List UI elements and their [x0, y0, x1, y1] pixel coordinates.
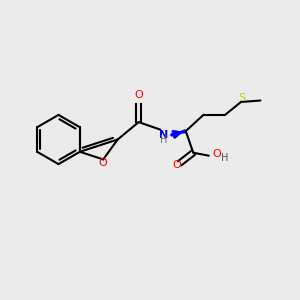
Text: H: H — [221, 153, 229, 163]
Text: O: O — [213, 149, 221, 159]
Text: S: S — [238, 93, 245, 103]
Text: O: O — [98, 158, 107, 168]
Text: H: H — [160, 135, 167, 145]
Text: N: N — [159, 130, 169, 140]
Text: O: O — [172, 160, 181, 170]
Text: O: O — [134, 90, 143, 100]
Polygon shape — [169, 129, 186, 136]
